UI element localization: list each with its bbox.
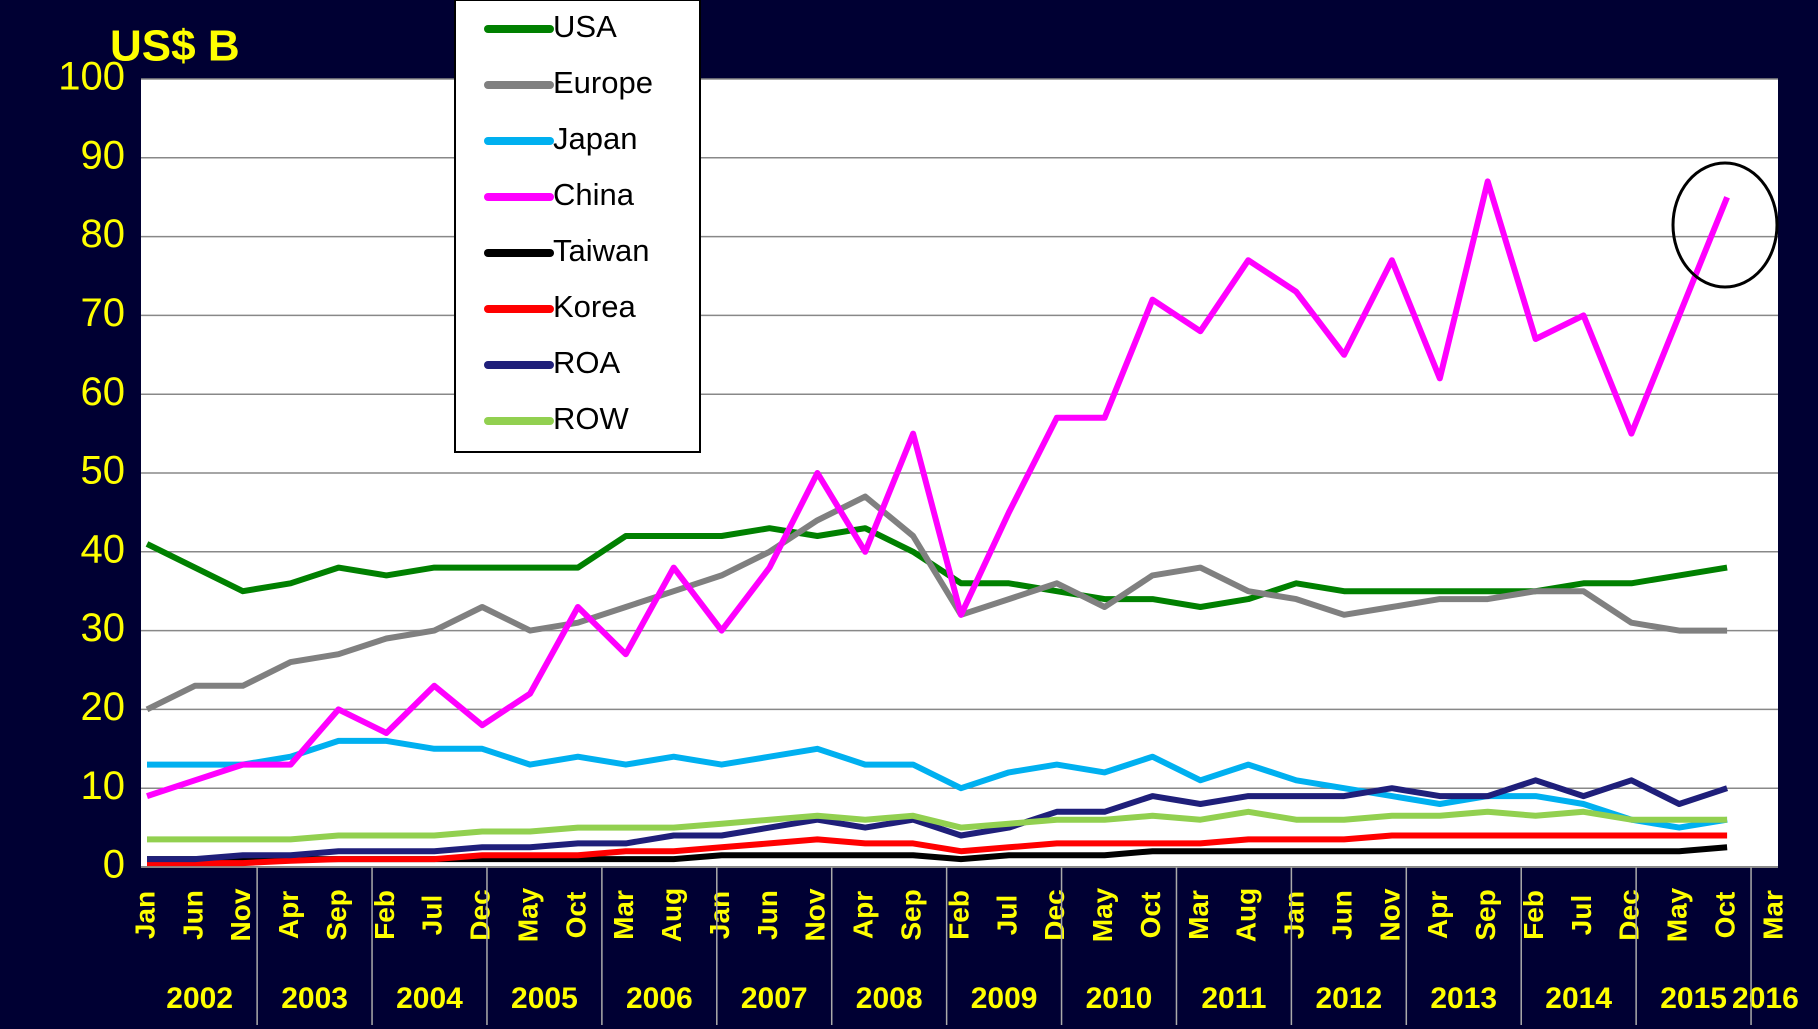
x-tick-label: Apr xyxy=(848,891,879,939)
x-tick-label: Dec xyxy=(1039,889,1070,940)
year-label: 2003 xyxy=(281,982,348,1015)
legend-label: China xyxy=(553,177,635,212)
x-tick-label: Jan xyxy=(1279,891,1310,939)
y-tick-label: 20 xyxy=(81,685,126,729)
year-label: 2009 xyxy=(971,982,1038,1015)
x-tick-label: Jun xyxy=(1326,890,1357,940)
year-label: 2004 xyxy=(396,982,463,1015)
x-tick-label: Jan xyxy=(704,891,735,939)
x-tick-label: Jun xyxy=(752,890,783,940)
year-label: 2007 xyxy=(741,982,808,1015)
x-tick-label: Aug xyxy=(1231,888,1262,942)
series-line xyxy=(147,808,1728,843)
x-tick-label: Oct xyxy=(560,892,591,939)
series-line xyxy=(146,178,1730,799)
x-tick-label: Dec xyxy=(1614,889,1645,940)
legend-label: Taiwan xyxy=(553,233,650,268)
x-tick-label: Apr xyxy=(273,891,304,939)
legend-label: Europe xyxy=(553,65,653,100)
year-label: 2011 xyxy=(1201,982,1266,1015)
x-tick-label: Mar xyxy=(1757,890,1788,940)
x-tick-label: May xyxy=(1087,887,1118,942)
y-tick-label: 50 xyxy=(81,449,126,493)
series-line xyxy=(147,777,1729,863)
y-tick-label: 40 xyxy=(81,527,126,571)
x-tick-label: Aug xyxy=(656,888,687,942)
x-tick-label: Feb xyxy=(1518,890,1549,940)
x-tick-label: Nov xyxy=(800,888,831,941)
x-tick-label: Nov xyxy=(1374,888,1405,941)
x-tick-label: Dec xyxy=(465,889,496,940)
x-tick-label: Apr xyxy=(1422,891,1453,939)
x-tick-label: Sep xyxy=(1470,889,1501,940)
x-tick-label: Feb xyxy=(369,890,400,940)
x-tick-label: Sep xyxy=(321,889,352,940)
x-tick-label: Jul xyxy=(991,895,1022,935)
y-tick-label: 70 xyxy=(81,291,126,335)
legend-label: ROW xyxy=(553,401,630,436)
year-label: 2005 xyxy=(511,982,578,1015)
y-tick-label: 10 xyxy=(81,764,126,808)
series-line xyxy=(147,737,1728,831)
legend-label: Japan xyxy=(553,121,637,156)
annotation-circle xyxy=(1671,161,1779,289)
y-tick-label: 100 xyxy=(58,55,125,99)
x-tick-label: Jul xyxy=(1566,895,1597,935)
y-tick-label: 80 xyxy=(81,212,126,256)
year-label: 2015 xyxy=(1660,982,1727,1015)
y-tick-label: 60 xyxy=(81,370,126,414)
legend: USA Europe Japan China Taiwan Korea ROA ROW xyxy=(454,0,701,453)
legend-box xyxy=(454,0,701,453)
series-line xyxy=(145,525,1728,610)
x-tick-label: Mar xyxy=(608,890,639,940)
y-tick-label: 30 xyxy=(81,606,126,650)
x-tick-label: Oct xyxy=(1135,892,1166,939)
legend-label: ROA xyxy=(553,345,621,380)
y-tick-label: 90 xyxy=(81,133,126,177)
x-tick-label: Feb xyxy=(943,890,974,940)
legend-label: USA xyxy=(553,9,617,44)
y-tick-label: 0 xyxy=(103,843,125,887)
year-label: 2002 xyxy=(166,982,233,1015)
series-line xyxy=(145,493,1728,713)
legend-label: Korea xyxy=(553,289,636,324)
x-tick-label: Oct xyxy=(1710,892,1741,939)
x-tick-label: May xyxy=(512,887,543,942)
x-tick-label: Jan xyxy=(129,891,160,939)
year-label: 2014 xyxy=(1545,982,1612,1015)
series-line xyxy=(147,832,1728,867)
year-label: 2013 xyxy=(1430,982,1497,1015)
x-tick-label: Jun xyxy=(177,890,208,940)
x-tick-label: Mar xyxy=(1183,890,1214,940)
year-label: 2006 xyxy=(626,982,693,1015)
year-label: 2016 xyxy=(1732,982,1799,1015)
x-tick-label: Sep xyxy=(896,889,927,940)
year-label: 2010 xyxy=(1086,982,1153,1015)
x-tick-label: Jul xyxy=(417,895,448,935)
year-label: 2008 xyxy=(856,982,923,1015)
x-tick-label: May xyxy=(1662,887,1693,942)
year-label: 2012 xyxy=(1315,982,1382,1015)
chart-title: US$ B xyxy=(110,22,240,71)
x-tick-label: Nov xyxy=(225,888,256,941)
